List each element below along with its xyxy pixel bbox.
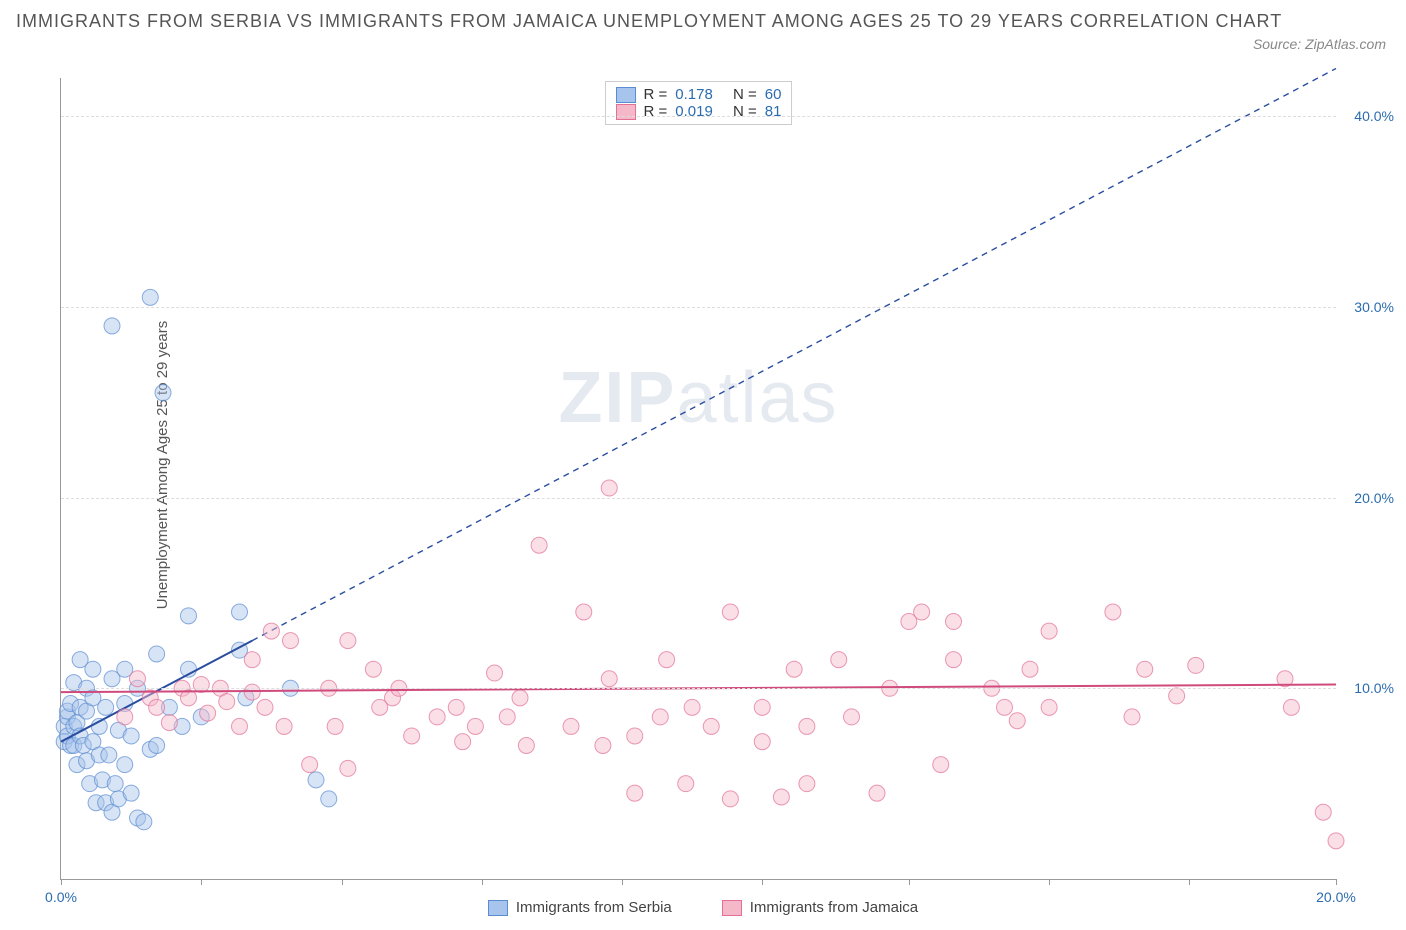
- scatter-svg: [61, 78, 1336, 879]
- swatch-serbia-icon: [488, 900, 508, 916]
- chart-title: IMMIGRANTS FROM SERBIA VS IMMIGRANTS FRO…: [16, 8, 1286, 35]
- legend-item-serbia: Immigrants from Serbia: [488, 899, 672, 916]
- chart-plot-area: ZIPatlas R = 0.178 N = 60 R = 0.019 N = …: [60, 78, 1336, 880]
- swatch-jamaica-icon: [722, 900, 742, 916]
- source-label: Source: ZipAtlas.com: [1253, 36, 1386, 52]
- legend-item-jamaica: Immigrants from Jamaica: [722, 899, 918, 916]
- bottom-legend: Immigrants from Serbia Immigrants from J…: [0, 899, 1406, 916]
